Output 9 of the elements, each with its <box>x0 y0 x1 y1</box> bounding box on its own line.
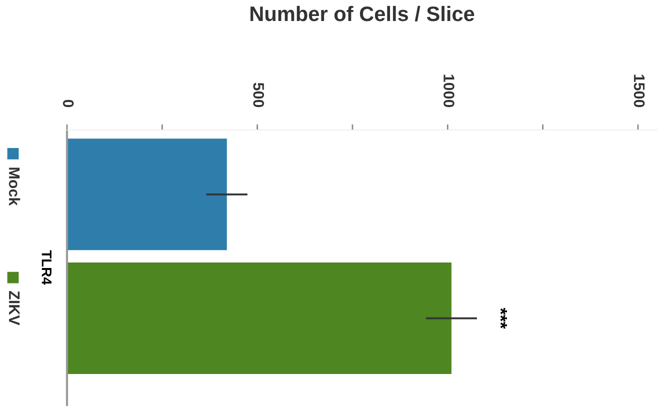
legend-label: ZIKV <box>9 291 20 326</box>
y-axis-title: TLR4 <box>42 250 52 285</box>
x-tick-label: 1000 <box>444 74 454 108</box>
legend-label: Mock <box>8 168 20 206</box>
x-tick-label: 500 <box>253 82 264 108</box>
x-tick-label: 1500 <box>634 74 645 108</box>
annotation: *** <box>500 308 508 329</box>
x-tick-label: 0 <box>62 100 74 108</box>
chart-title: Number of Cells / Slice <box>250 6 474 22</box>
